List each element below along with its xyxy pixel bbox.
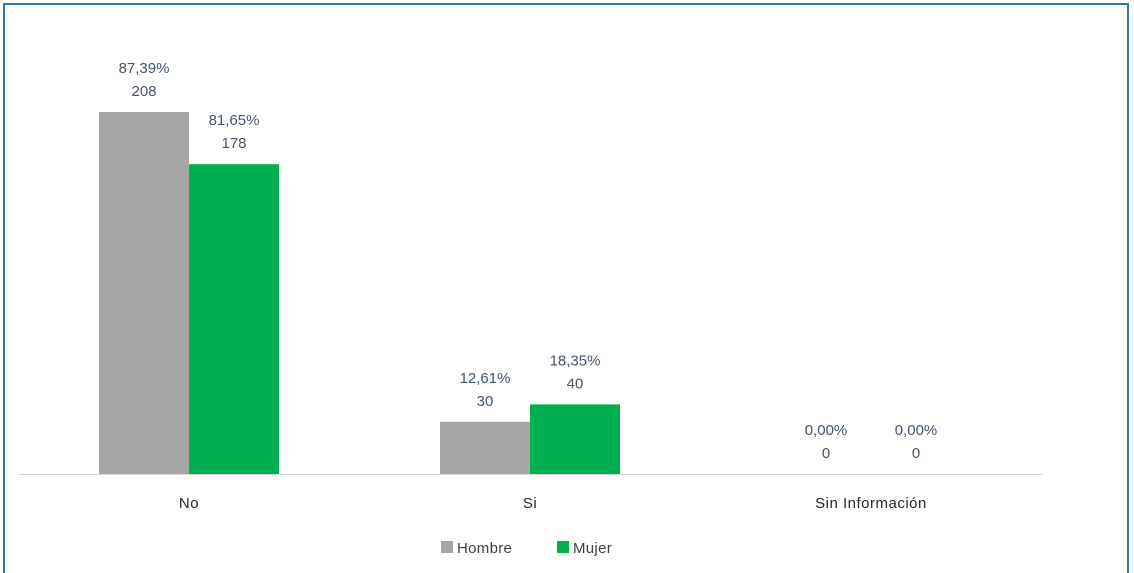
data-label-percent-mujer-1: 81,65% [209, 112, 260, 129]
data-label-percent-hombre-1: 87,39% [119, 60, 170, 77]
data-label-percent-hombre-2: 12,61% [460, 370, 511, 387]
data-label-count-mujer-1: 178 [221, 135, 246, 152]
bar-hombre-1 [99, 112, 189, 474]
legend-swatch-mujer [557, 541, 569, 553]
bars-group [99, 112, 620, 474]
category-label-3: Sin Información [815, 495, 927, 512]
data-label-percent-mujer-3: 0,00% [895, 422, 938, 439]
category-label-1: No [179, 495, 199, 512]
data-label-count-hombre-2: 30 [477, 393, 494, 410]
bar-mujer-1 [189, 164, 279, 474]
data-labels-group: 87,39% 208 81,65% 178 12,61% 30 18,35% 40 0,00% 0… [119, 60, 938, 462]
data-label-percent-hombre-3: 0,00% [805, 422, 848, 439]
legend-label-mujer: Mujer [573, 540, 612, 557]
legend-label-hombre: Hombre [457, 540, 512, 557]
category-labels-group: No Si Sin Información [179, 495, 927, 512]
data-label-count-mujer-3: 0 [912, 445, 920, 462]
legend-swatch-hombre [441, 541, 453, 553]
legend: Hombre Mujer [441, 540, 612, 557]
data-label-percent-mujer-2: 18,35% [550, 352, 601, 369]
data-label-count-hombre-3: 0 [822, 445, 830, 462]
bar-mujer-2 [530, 404, 620, 474]
category-label-2: Si [523, 495, 537, 512]
bar-hombre-2 [440, 421, 530, 474]
data-label-count-hombre-1: 208 [131, 83, 156, 100]
data-label-count-mujer-2: 40 [567, 375, 584, 392]
